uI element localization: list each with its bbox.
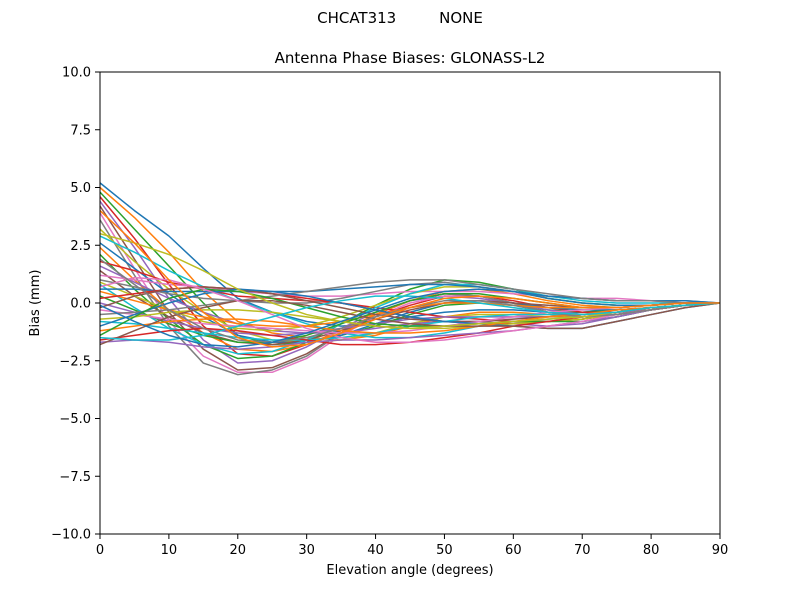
y-tick-label: 10.0 [62,66,91,81]
y-tick-label: −10.0 [51,528,91,543]
x-tick-label: 30 [298,543,315,558]
x-tick-label: 10 [161,543,178,558]
y-tick-label: −5.0 [59,412,91,427]
y-tick-label: 7.5 [70,123,91,138]
x-axis: 0 10 20 30 40 50 60 70 80 90 [96,534,728,558]
series-line-28 [99,279,720,316]
y-tick-label: 0.0 [70,297,91,312]
series-layer [99,182,721,376]
x-tick-label: 60 [505,543,522,558]
y-tick-label: −2.5 [59,354,91,369]
figure-suptitle: CHCAT313 NONE [317,9,483,27]
chart-title: Antenna Phase Biases: GLONASS-L2 [275,49,546,67]
y-tick-label: 5.0 [70,181,91,196]
series-line-42 [99,210,720,348]
x-tick-label: 90 [712,543,729,558]
x-tick-label: 40 [367,543,384,558]
x-axis-label: Elevation angle (degrees) [326,563,493,578]
series-line-32 [99,302,721,334]
x-tick-label: 50 [436,543,453,558]
series-line-36 [99,299,721,346]
x-tick-label: 70 [574,543,591,558]
x-tick-label: 80 [643,543,660,558]
x-tick-label: 0 [96,543,104,558]
y-tick-label: 2.5 [70,239,91,254]
series-line-35 [99,302,721,350]
y-tick-label: −7.5 [59,470,91,485]
series-line-41 [99,288,720,348]
x-tick-label: 20 [230,543,247,558]
y-axis-label: Bias (mm) [28,270,43,337]
y-axis: −10.0 −7.5 −5.0 −2.5 0.0 2.5 5.0 7.5 10.0 [51,66,100,543]
series-line-40 [99,295,721,341]
